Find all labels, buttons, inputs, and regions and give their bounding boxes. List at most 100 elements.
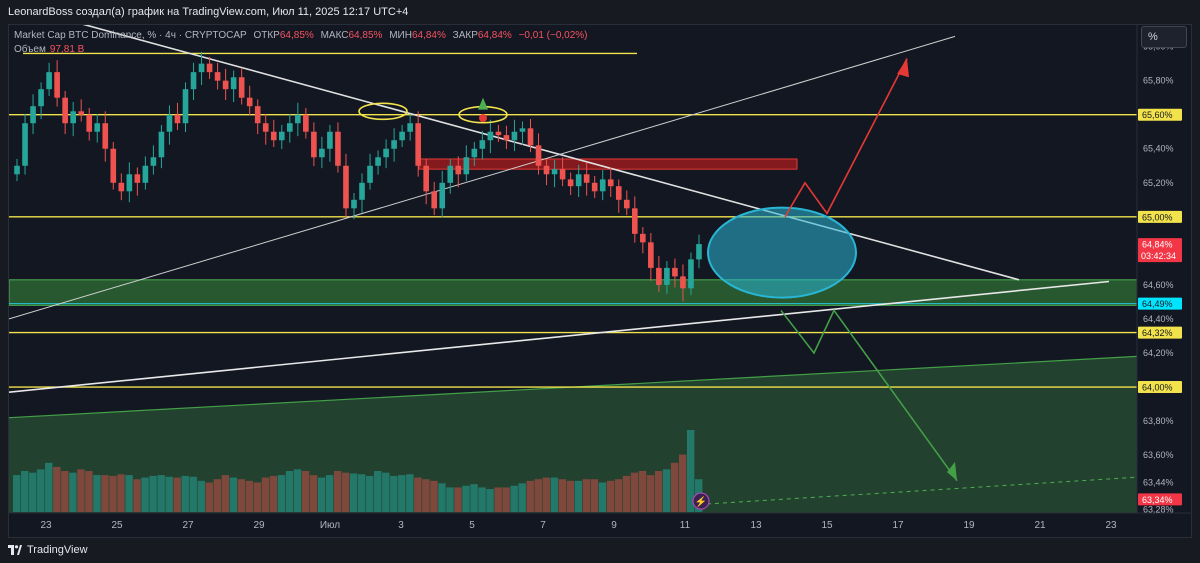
- candle-body: [535, 145, 542, 166]
- volume-bar: [149, 475, 157, 512]
- volume-bar: [598, 482, 607, 512]
- ascending-trendline-thick: [9, 280, 1110, 393]
- legend-volume-row: Объем 97,81 B: [14, 44, 588, 58]
- x-tick-label: 23: [40, 520, 52, 531]
- dashed-projection-line: [698, 476, 1138, 505]
- bearish-arrow-head: [947, 461, 957, 481]
- volume-bar: [269, 475, 278, 512]
- volume-bar: [13, 475, 21, 512]
- volume-bar: [261, 477, 270, 512]
- level-badge: [1138, 381, 1182, 394]
- volume-bar: [382, 472, 390, 512]
- volume-bar: [245, 480, 254, 512]
- candle-body: [527, 128, 534, 146]
- volume-bar: [213, 479, 222, 512]
- volume-bar: [558, 479, 567, 512]
- volume-bar: [101, 475, 109, 512]
- volume-bar: [181, 475, 189, 512]
- candle-body: [559, 169, 566, 180]
- candle-body: [583, 174, 590, 183]
- candle-body: [455, 165, 462, 175]
- candle-body: [511, 131, 518, 141]
- volume-bar: [622, 475, 631, 512]
- volume-bar: [662, 469, 671, 512]
- volume-bar: [550, 477, 558, 512]
- candle-body: [222, 80, 229, 90]
- price-badge: [1138, 493, 1182, 506]
- volume-bar: [165, 476, 173, 512]
- price-badge-label: 64,84%: [1142, 240, 1173, 250]
- top-bar: LeonardBoss создал(а) график на TradingV…: [0, 0, 1200, 24]
- volume-bar: [494, 487, 502, 512]
- candle-body: [198, 63, 205, 73]
- legend-open-label: ОТКР: [253, 30, 280, 41]
- volume-bar: [582, 479, 591, 512]
- volume-bar: [317, 477, 326, 512]
- chart-container[interactable]: ⚡66,00%65,80%65,60%65,40%65,20%65,00%64,…: [8, 24, 1192, 538]
- red-dot-marker: [479, 114, 487, 123]
- volume-bar: [470, 484, 478, 512]
- y-tick-label: 65,80%: [1143, 76, 1174, 86]
- candle-body: [495, 131, 502, 136]
- volume-bar: [478, 487, 486, 512]
- chart-attribution: LeonardBoss создал(а) график на TradingV…: [8, 6, 409, 18]
- volume-bar: [510, 485, 518, 512]
- candle-body: [631, 208, 638, 234]
- candle-body: [174, 114, 181, 124]
- volume-bar: [502, 487, 510, 512]
- candle-body: [688, 259, 694, 289]
- price-badge-countdown: 03:42:34: [1141, 251, 1176, 261]
- top-ellipse-1: [358, 102, 408, 121]
- candle-body: [591, 182, 598, 192]
- candle-body: [295, 114, 301, 124]
- candle-body: [640, 233, 646, 243]
- candle-body: [206, 63, 213, 73]
- candle-body: [599, 179, 606, 192]
- candle-body: [118, 182, 125, 192]
- support-zone: [9, 279, 1138, 306]
- candle-body: [375, 157, 381, 166]
- candle-body: [351, 199, 357, 209]
- volume-bar: [309, 475, 318, 512]
- volume-bar: [221, 475, 230, 512]
- candle-body: [214, 72, 221, 81]
- y-tick-label: 63,60%: [1143, 450, 1174, 460]
- volume-bar: [277, 475, 286, 512]
- x-tick-label: 13: [750, 520, 762, 531]
- candle-body: [463, 157, 470, 175]
- candle-body: [78, 111, 85, 115]
- volume-bar: [566, 480, 575, 512]
- volume-bar: [606, 480, 615, 512]
- volume-bar: [237, 479, 246, 512]
- volume-bar: [293, 469, 302, 512]
- bearish-projection-path: [780, 308, 958, 482]
- candle-body: [447, 165, 454, 183]
- candle-body: [22, 123, 28, 166]
- level-badge: [1138, 326, 1182, 339]
- candle-body: [54, 72, 60, 98]
- candle-body: [70, 111, 76, 124]
- chart-canvas[interactable]: ⚡66,00%65,80%65,60%65,40%65,20%65,00%64,…: [9, 25, 1191, 537]
- candle-body: [383, 148, 389, 158]
- candle-body: [567, 179, 574, 187]
- y-tick-label: 63,44%: [1143, 477, 1174, 487]
- candle-body: [479, 140, 486, 149]
- volume-bar: [109, 475, 117, 512]
- volume-bar: [69, 472, 77, 512]
- candle-body: [696, 244, 702, 260]
- volume-bar: [486, 489, 494, 512]
- candle-body: [407, 123, 413, 132]
- candle-body: [86, 114, 93, 132]
- legend-symbol: Market Cap BTC Dominance, % · 4ч · CRYPT…: [14, 30, 247, 41]
- candle-body: [286, 123, 293, 132]
- volume-bar: [173, 477, 181, 512]
- candle-body: [262, 123, 269, 132]
- volume-bar: [630, 472, 639, 512]
- volume-bar: [374, 471, 382, 512]
- candle-body: [14, 165, 20, 175]
- legend-change-value: −0,01 (−0,02%): [518, 30, 588, 41]
- y-tick-label: 64,20%: [1143, 348, 1174, 358]
- percent-scale-button[interactable]: %: [1141, 26, 1187, 48]
- volume-bar: [301, 471, 310, 512]
- candle-body: [278, 131, 285, 141]
